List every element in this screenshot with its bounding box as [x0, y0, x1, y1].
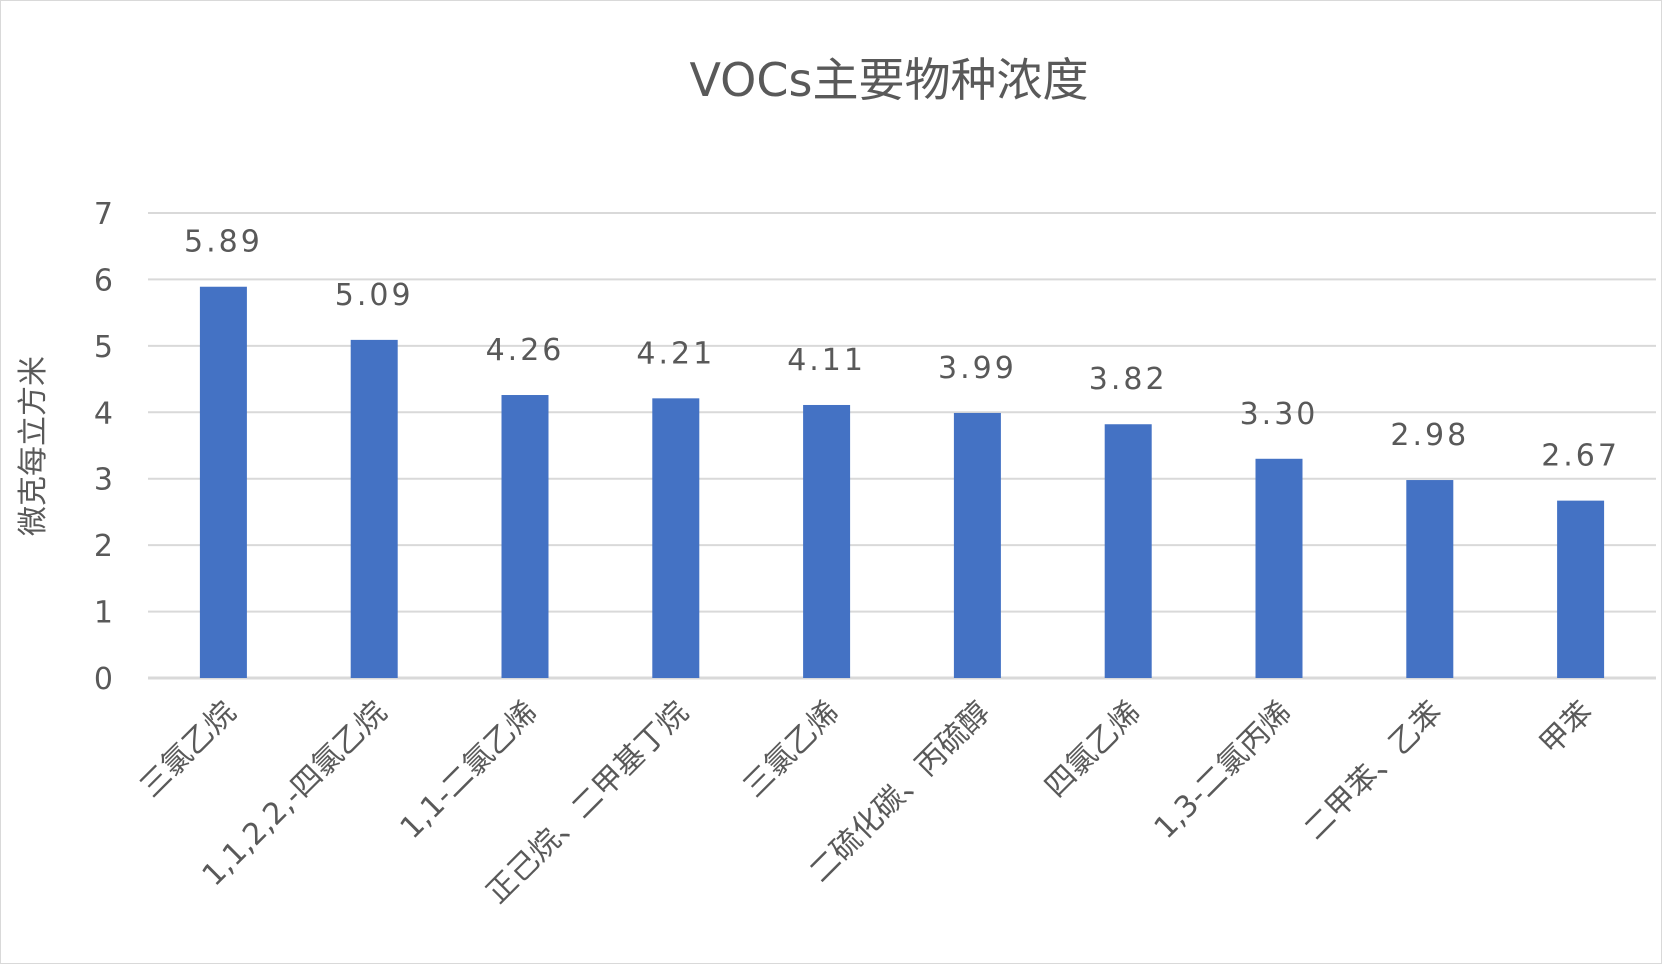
y-tick-label: 6 — [94, 263, 113, 298]
data-label: 3.30 — [1240, 397, 1319, 432]
bar — [1557, 500, 1605, 678]
bar — [501, 395, 549, 678]
data-label: 4.26 — [486, 333, 565, 368]
bar — [1406, 480, 1454, 678]
bar — [350, 339, 398, 678]
chart-title: VOCs主要物种浓度 — [690, 53, 1089, 107]
data-label: 5.89 — [184, 225, 263, 260]
x-tick-label: 1,3-二氯丙烯 — [1148, 695, 1299, 846]
x-tick-label: 甲苯 — [1533, 695, 1600, 762]
x-tick-label: 1,1-二氯乙烯 — [394, 695, 545, 846]
y-axis-label: 微克每立方米 — [16, 356, 51, 536]
data-label: 4.11 — [787, 343, 866, 378]
x-tick-label: 三氯乙烷 — [133, 695, 243, 805]
y-tick-label: 4 — [94, 396, 113, 431]
bar — [199, 286, 247, 678]
data-label: 4.21 — [636, 336, 715, 371]
y-tick-label: 0 — [94, 662, 113, 697]
y-tick-label: 5 — [94, 330, 113, 365]
data-label: 2.98 — [1390, 418, 1469, 453]
bar — [803, 404, 851, 678]
data-label: 3.82 — [1089, 362, 1168, 397]
x-tick-label: 三氯乙烯 — [737, 695, 847, 805]
bar — [1104, 424, 1152, 678]
data-label: 5.09 — [335, 278, 414, 313]
x-tick-label: 四氯乙烯 — [1038, 695, 1148, 805]
x-tick-label: 二甲苯、乙苯 — [1297, 695, 1449, 847]
bar — [1255, 458, 1303, 678]
bar — [652, 398, 700, 678]
y-tick-label: 7 — [94, 197, 113, 232]
y-tick-label: 2 — [94, 529, 113, 564]
y-tick-label: 1 — [94, 596, 113, 631]
data-label: 2.67 — [1541, 439, 1620, 474]
data-label: 3.99 — [938, 351, 1017, 386]
bar — [953, 412, 1001, 678]
y-tick-label: 3 — [94, 463, 113, 498]
